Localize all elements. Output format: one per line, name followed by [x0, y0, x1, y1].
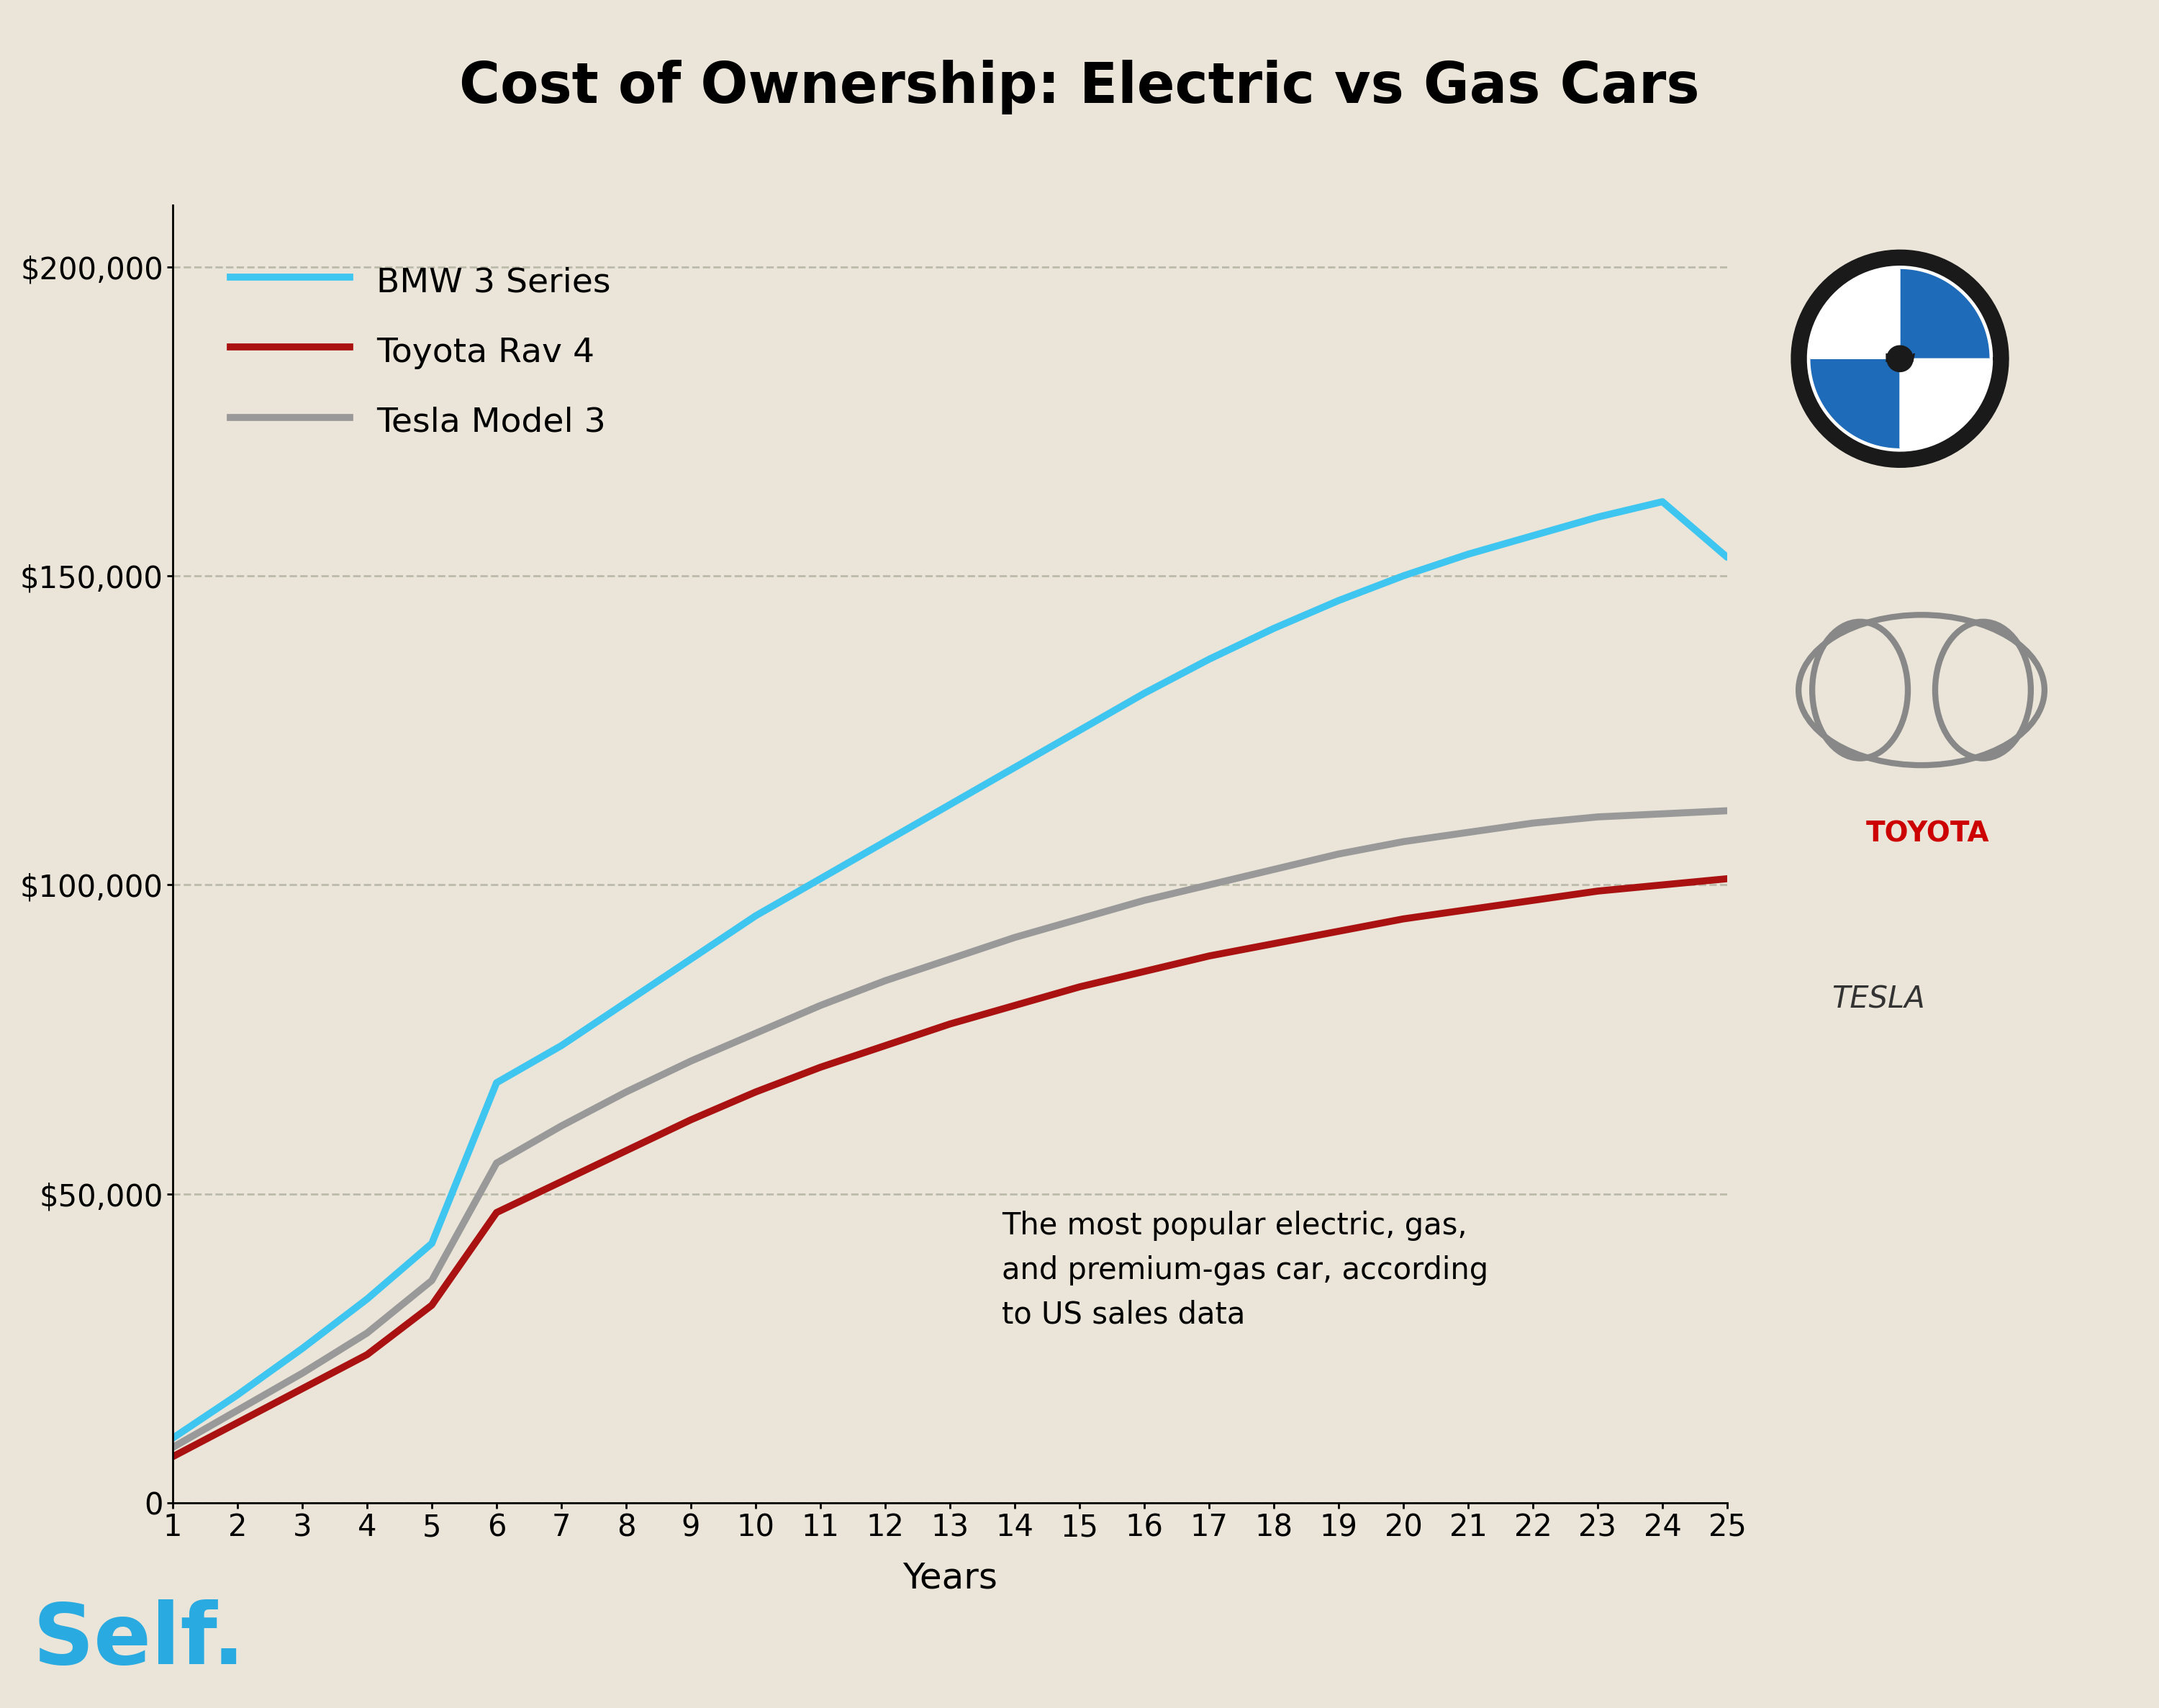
Polygon shape: [1900, 359, 1988, 447]
Text: BMW: BMW: [1885, 354, 1915, 364]
Text: Self.: Self.: [32, 1600, 244, 1682]
Text: Cost of Ownership: Electric vs Gas Cars: Cost of Ownership: Electric vs Gas Cars: [460, 60, 1699, 114]
Polygon shape: [1811, 270, 1900, 359]
Polygon shape: [1805, 265, 1995, 453]
Legend: BMW 3 Series, Toyota Rav 4, Tesla Model 3: BMW 3 Series, Toyota Rav 4, Tesla Model …: [190, 222, 652, 480]
X-axis label: Years: Years: [902, 1561, 997, 1595]
Polygon shape: [1900, 270, 1988, 359]
Polygon shape: [1792, 249, 2008, 468]
Polygon shape: [1811, 359, 1900, 447]
Text: The most popular electric, gas,
and premium-gas car, according
to US sales data: The most popular electric, gas, and prem…: [1002, 1211, 1488, 1331]
Text: TESLA: TESLA: [1831, 984, 1926, 1015]
Polygon shape: [1887, 345, 1913, 372]
Text: TOYOTA: TOYOTA: [1865, 820, 1991, 847]
